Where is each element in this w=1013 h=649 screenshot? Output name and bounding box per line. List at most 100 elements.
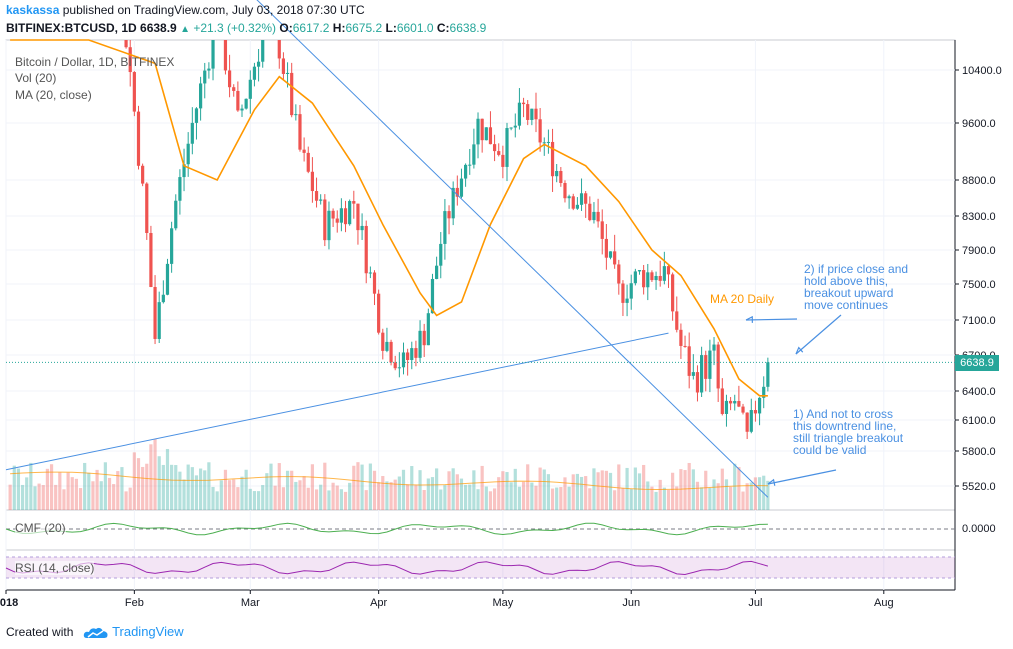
volume-bar bbox=[298, 480, 302, 510]
volume-bar bbox=[269, 463, 273, 510]
candle-body bbox=[306, 152, 310, 172]
volume-bar bbox=[161, 464, 165, 510]
volume-bar bbox=[368, 463, 372, 510]
volume-bar bbox=[675, 486, 679, 510]
volume-bar bbox=[592, 468, 596, 510]
volume-bar bbox=[579, 476, 584, 510]
volume-bar bbox=[389, 482, 393, 510]
candle-body bbox=[414, 348, 418, 358]
candle-body bbox=[621, 283, 625, 303]
volume-bar bbox=[335, 485, 339, 510]
candle-body bbox=[675, 311, 679, 330]
volume-bar bbox=[145, 463, 149, 510]
volume-bar bbox=[584, 476, 588, 510]
volume-bar bbox=[199, 468, 203, 510]
footer: Created with TradingView bbox=[6, 624, 184, 640]
volume-bar bbox=[360, 464, 364, 510]
volume-bar bbox=[207, 462, 211, 510]
candle-body bbox=[501, 154, 505, 167]
volume-bar bbox=[219, 480, 223, 510]
y-tick-label: 5800.0 bbox=[962, 446, 996, 458]
volume-bar bbox=[141, 466, 145, 510]
volume-bar bbox=[546, 474, 551, 510]
candle-body bbox=[584, 193, 588, 204]
volume-bar bbox=[339, 489, 343, 510]
volume-bar bbox=[66, 472, 70, 510]
volume-bar bbox=[613, 490, 617, 510]
candle-body bbox=[513, 125, 517, 128]
candle-body bbox=[364, 225, 368, 274]
arrow-to-downtrend-head bbox=[767, 478, 776, 486]
candle-body bbox=[153, 286, 157, 339]
volume-bar bbox=[443, 485, 447, 510]
candle-body bbox=[567, 196, 571, 199]
volume-bar bbox=[356, 462, 360, 510]
candle-body bbox=[372, 272, 377, 294]
candle-body bbox=[588, 203, 592, 221]
volume-bar bbox=[149, 444, 153, 510]
candle-body bbox=[534, 108, 538, 120]
candle-body bbox=[385, 341, 389, 351]
open-value: 6617.2 bbox=[292, 21, 330, 35]
volume-bar bbox=[501, 471, 505, 510]
volume-bar bbox=[273, 485, 277, 510]
candle-body bbox=[418, 330, 422, 358]
candle-body bbox=[530, 108, 534, 120]
volume-bar bbox=[319, 484, 323, 510]
volume-bar bbox=[91, 481, 95, 510]
y-tick-label: 10400.0 bbox=[962, 65, 1002, 77]
volume-bar bbox=[517, 486, 522, 510]
volume-bar bbox=[451, 468, 455, 510]
volume-bar bbox=[538, 467, 542, 510]
author-name[interactable]: kaskassa bbox=[6, 3, 60, 17]
volume-bar bbox=[323, 462, 327, 510]
volume-bar bbox=[252, 491, 257, 510]
volume-bar bbox=[372, 470, 377, 510]
volume-bar bbox=[236, 487, 240, 510]
volume-bar bbox=[521, 481, 526, 510]
volume-bar bbox=[153, 439, 157, 510]
volume-bar bbox=[25, 477, 29, 510]
volume-bar bbox=[414, 485, 418, 510]
volume-bar bbox=[530, 482, 534, 510]
uptrend-line bbox=[5, 332, 669, 471]
volume-bar bbox=[107, 477, 112, 510]
candle-body bbox=[650, 272, 654, 281]
volume-bar bbox=[223, 469, 228, 510]
volume-bar bbox=[83, 462, 87, 510]
candle-body bbox=[712, 344, 716, 351]
volume-bar bbox=[128, 487, 132, 510]
candle-body bbox=[724, 400, 729, 414]
volume-bar bbox=[749, 482, 753, 510]
volume-bar bbox=[124, 491, 128, 510]
volume-bar bbox=[617, 464, 621, 510]
ma-annotation: MA 20 Daily bbox=[710, 292, 775, 306]
candle-body bbox=[397, 367, 401, 369]
note-1-line: still triangle breakout bbox=[793, 431, 904, 445]
volume-bar bbox=[708, 487, 712, 510]
tradingview-link[interactable]: TradingView bbox=[112, 624, 184, 639]
cmf-pane-border bbox=[5, 509, 956, 551]
candle-body bbox=[521, 102, 526, 105]
volume-bar bbox=[397, 476, 401, 510]
candle-body bbox=[646, 272, 650, 288]
volume-bar bbox=[575, 473, 579, 510]
volume-bar bbox=[753, 477, 758, 510]
low-label: L: bbox=[385, 21, 397, 35]
x-tick-label: Feb bbox=[125, 597, 144, 609]
volume-bar bbox=[136, 458, 141, 510]
volume-bar bbox=[555, 487, 559, 510]
candle-body bbox=[538, 119, 542, 143]
symbol-label: BITFINEX:BTCUSD, 1D bbox=[6, 21, 137, 35]
candle-body bbox=[170, 228, 174, 264]
x-tick-label: Jul bbox=[748, 597, 762, 609]
volume-bar bbox=[704, 470, 708, 510]
volume-bar bbox=[265, 473, 269, 510]
volume-bar bbox=[41, 485, 45, 510]
candle-body bbox=[592, 211, 596, 221]
note-2-line: 2) if price close and bbox=[804, 262, 909, 276]
candle-body bbox=[203, 70, 207, 84]
volume-bar bbox=[488, 491, 493, 510]
volume-bar bbox=[426, 478, 430, 510]
